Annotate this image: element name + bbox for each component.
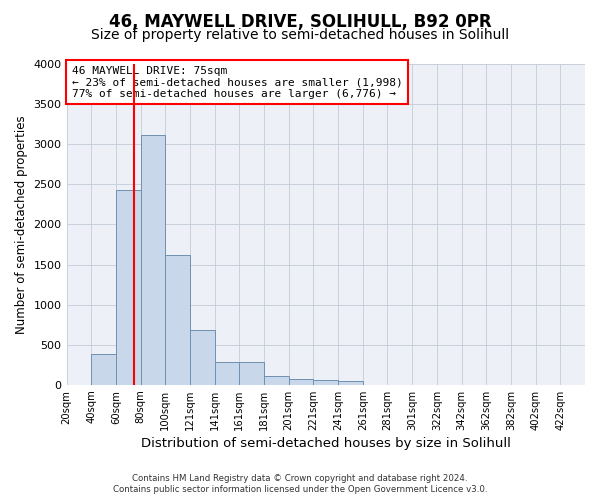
Text: Contains HM Land Registry data © Crown copyright and database right 2024.
Contai: Contains HM Land Registry data © Crown c… xyxy=(113,474,487,494)
Bar xyxy=(239,362,264,385)
Bar xyxy=(338,381,363,385)
Text: 46 MAYWELL DRIVE: 75sqm
← 23% of semi-detached houses are smaller (1,998)
77% of: 46 MAYWELL DRIVE: 75sqm ← 23% of semi-de… xyxy=(72,66,403,99)
X-axis label: Distribution of semi-detached houses by size in Solihull: Distribution of semi-detached houses by … xyxy=(141,437,511,450)
Bar xyxy=(313,380,338,385)
Bar xyxy=(91,354,116,385)
Text: Size of property relative to semi-detached houses in Solihull: Size of property relative to semi-detach… xyxy=(91,28,509,42)
Bar xyxy=(165,255,190,385)
Text: 46, MAYWELL DRIVE, SOLIHULL, B92 0PR: 46, MAYWELL DRIVE, SOLIHULL, B92 0PR xyxy=(109,12,491,30)
Bar xyxy=(289,379,313,385)
Bar xyxy=(116,190,140,385)
Bar xyxy=(215,362,239,385)
Y-axis label: Number of semi-detached properties: Number of semi-detached properties xyxy=(15,115,28,334)
Bar xyxy=(140,134,165,385)
Bar xyxy=(264,376,289,385)
Bar xyxy=(190,330,215,385)
